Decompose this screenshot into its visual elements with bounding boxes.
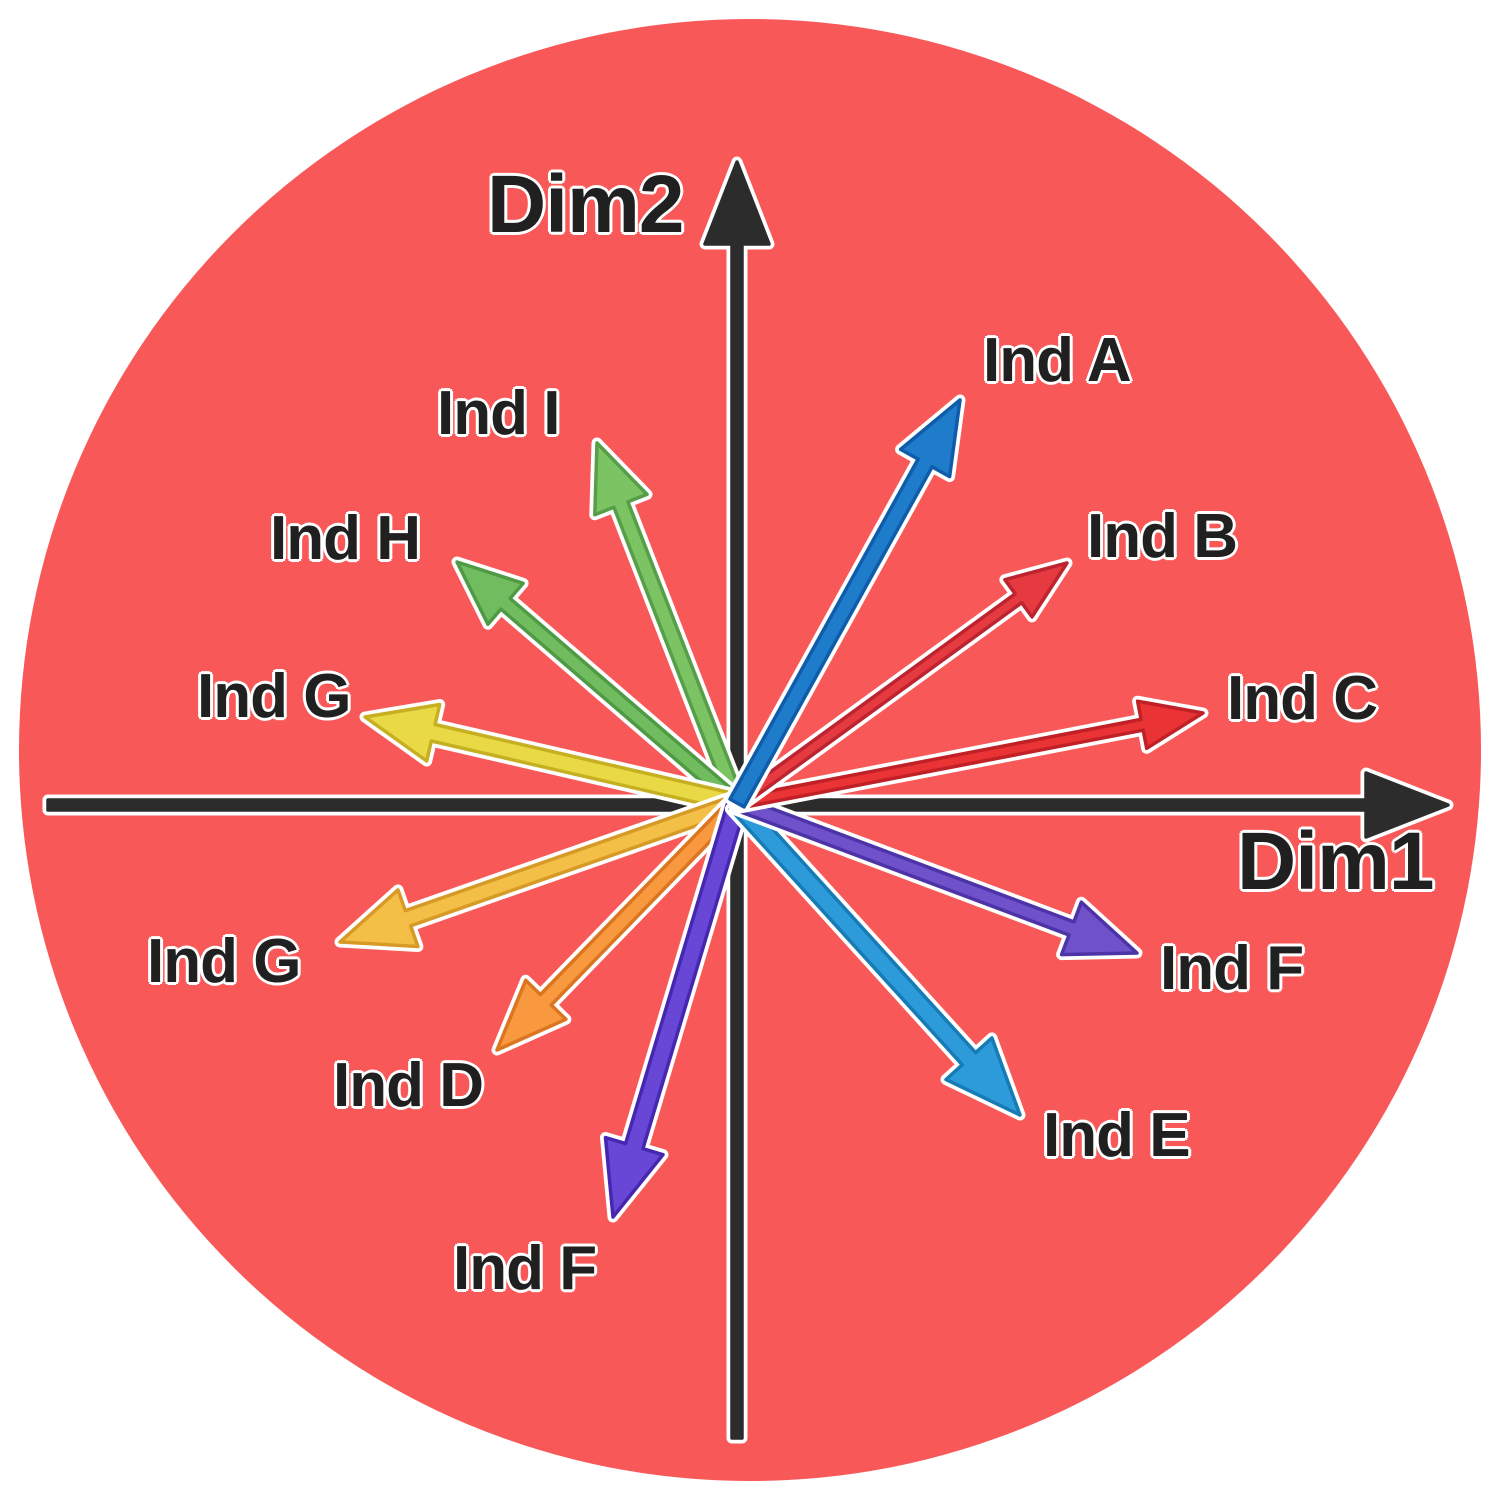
- vector-label-ind-c: Ind C: [1227, 664, 1378, 733]
- background-circle: [19, 19, 1481, 1481]
- vector-arrow-ind-f-right: [732, 794, 1139, 957]
- y-axis-label: Dim2: [487, 159, 685, 250]
- vector-arrow-ind-g-upper: [363, 702, 741, 814]
- vector-label-ind-h: Ind H: [270, 504, 421, 573]
- vector-label-ind-f-right: Ind F: [1160, 934, 1304, 1003]
- vector-arrow-ind-g-lower: [338, 793, 742, 949]
- vector-label-ind-g-upper: Ind G: [197, 662, 351, 731]
- x-axis-label: Dim1: [1237, 816, 1435, 907]
- vector-arrow-ind-c: [734, 699, 1205, 811]
- vector-label-ind-e: Ind E: [1043, 1101, 1191, 1170]
- vector-label-ind-i: Ind I: [437, 379, 560, 448]
- vector-arrow-ind-h: [455, 560, 744, 811]
- vector-label-ind-a: Ind A: [983, 326, 1132, 395]
- vector-label-ind-b: Ind B: [1087, 502, 1238, 571]
- vector-label-ind-g-lower: Ind G: [147, 927, 301, 996]
- vector-arrow-ind-i: [593, 441, 746, 808]
- vector-arrow-ind-b: [732, 561, 1069, 810]
- vector-arrow-ind-a: [728, 398, 962, 809]
- vector-label-ind-f-lower: Ind F: [453, 1234, 597, 1303]
- vector-label-ind-d: Ind D: [333, 1051, 484, 1120]
- vector-arrow-ind-e: [728, 795, 1022, 1117]
- vector-arrow-ind-f-lower: [603, 798, 748, 1219]
